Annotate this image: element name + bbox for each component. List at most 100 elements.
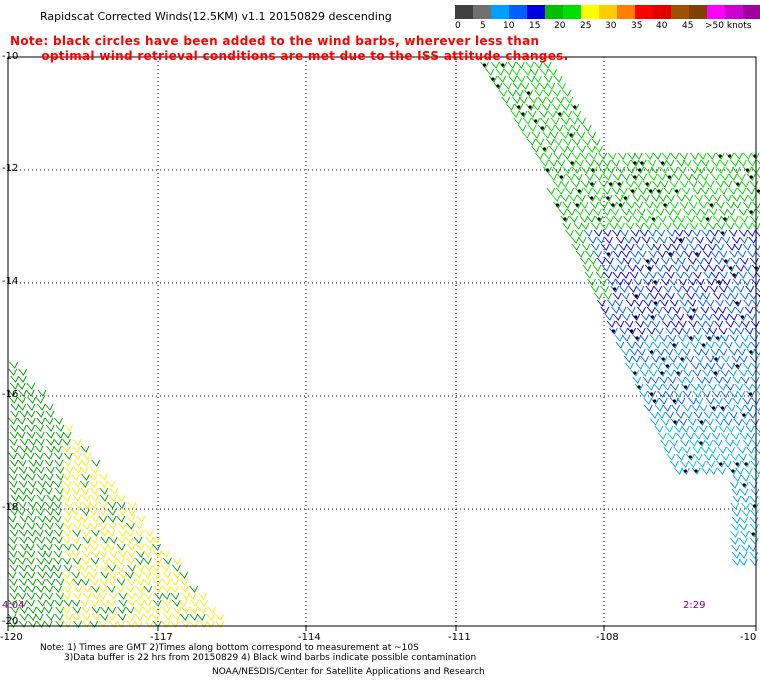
wind-barb [629, 348, 639, 356]
wind-barb [568, 194, 578, 202]
wind-barb [126, 592, 136, 600]
wind-barb [63, 599, 73, 607]
wind-barb [623, 215, 632, 223]
wind-barb [62, 592, 71, 600]
wind-barb [699, 341, 708, 349]
wind-barb [743, 299, 753, 307]
wind-barb [756, 159, 760, 165]
wind-barb [637, 306, 646, 314]
wind-barb [671, 404, 681, 412]
attitude-flag-circle [672, 399, 677, 403]
wind-barb [529, 68, 539, 76]
wind-barb [683, 208, 692, 216]
wind-barb [598, 152, 608, 160]
wind-barb [608, 201, 618, 209]
wind-barb [34, 613, 44, 621]
wind-barb [19, 438, 29, 446]
attitude-flag-circle [729, 266, 733, 270]
wind-barb [36, 438, 45, 446]
attitude-flag-circle [735, 301, 739, 305]
wind-barb [127, 599, 136, 607]
wind-barb [658, 355, 668, 363]
wind-barb [633, 180, 643, 188]
wind-barb [109, 487, 119, 495]
scale-label-50-knots: >50 knots [705, 21, 752, 31]
wind-barb [679, 362, 688, 370]
wind-barb [708, 327, 718, 335]
wind-barb [126, 543, 136, 551]
wind-barb [586, 145, 596, 153]
wind-barb [54, 599, 64, 607]
wind-barb [35, 466, 45, 474]
wind-barb [89, 522, 99, 530]
wind-barb [749, 495, 759, 503]
wind-barb [745, 425, 755, 433]
wind-barb [650, 397, 660, 405]
wind-barb [215, 613, 224, 621]
wind-barb [54, 459, 64, 467]
wind-barb [582, 138, 592, 146]
wind-barb [667, 376, 677, 384]
wind-barb [625, 180, 635, 188]
wind-barb [747, 544, 757, 552]
wind-barb [651, 201, 661, 209]
wind-barb [728, 173, 738, 181]
wind-barb [690, 152, 699, 160]
wind-barb [586, 215, 596, 223]
wind-barb [702, 432, 711, 440]
attitude-flag-circle [752, 504, 757, 508]
wind-barb [754, 425, 760, 433]
wind-barb [546, 96, 555, 104]
attitude-flag-circle [740, 315, 745, 319]
wind-barb [687, 278, 697, 286]
wind-barb [672, 187, 682, 195]
wind-barb [715, 299, 724, 307]
wind-barb [735, 327, 745, 335]
wind-barb [679, 201, 689, 209]
wind-barb [602, 229, 612, 237]
wind-barb [749, 516, 759, 524]
wind-barb [591, 222, 600, 230]
wind-barb [8, 578, 18, 586]
wind-barb [143, 585, 153, 593]
wind-barb [498, 89, 508, 97]
wind-barb [663, 187, 673, 195]
attitude-flag-circle [654, 301, 658, 305]
wind-barb [709, 404, 719, 412]
wind-barb [696, 320, 706, 328]
wind-barb [569, 117, 579, 125]
wind-barb [682, 159, 692, 167]
wind-barb [27, 515, 37, 523]
wind-barb [143, 599, 153, 607]
wind-barb [88, 571, 98, 579]
wind-barb [161, 578, 171, 586]
wind-barb [636, 348, 646, 356]
wind-barb [703, 250, 712, 258]
wind-barb [604, 257, 614, 265]
wind-barb [664, 348, 674, 356]
wind-barb [17, 375, 27, 383]
wind-barb [539, 82, 548, 90]
wind-barb [17, 550, 27, 558]
wind-barb [17, 403, 27, 411]
wind-barb [35, 592, 44, 600]
attitude-flag-circle [699, 441, 703, 445]
wind-barb [563, 124, 573, 132]
wind-barb [643, 404, 653, 412]
wind-barb [107, 606, 117, 614]
wind-barb [9, 501, 19, 509]
wind-barb [81, 620, 91, 628]
wind-barb [698, 243, 707, 251]
wind-barb [89, 543, 99, 551]
wind-barb [116, 564, 125, 572]
wind-barb [18, 389, 27, 397]
scale-label-0: 0 [455, 21, 461, 31]
wind-barb [714, 376, 723, 384]
wind-barb [134, 592, 144, 600]
wind-barb [543, 89, 552, 97]
attitude-flag-circle [667, 175, 672, 179]
wind-barb [651, 299, 661, 307]
wind-barb [735, 425, 745, 433]
wind-barb [629, 250, 639, 258]
wind-barb [734, 341, 744, 349]
